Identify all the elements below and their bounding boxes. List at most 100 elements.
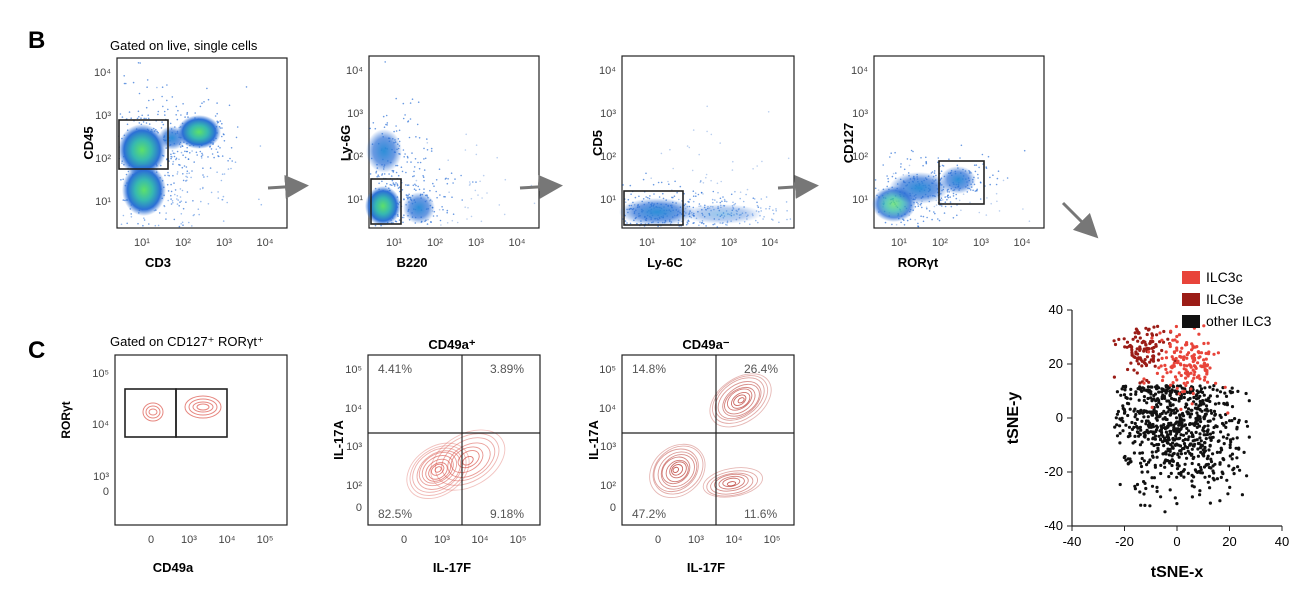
data-point (1206, 429, 1210, 434)
data-point (1204, 351, 1208, 355)
data-point (1165, 417, 1169, 422)
data-point (1179, 449, 1183, 453)
data-point (1194, 366, 1198, 370)
data-point (1188, 363, 1192, 367)
data-point (1178, 384, 1182, 388)
data-point (1169, 421, 1173, 425)
data-point (1215, 388, 1219, 392)
data-point (1144, 422, 1148, 426)
data-point (1155, 425, 1159, 429)
data-point (1140, 389, 1144, 393)
quadrant-br: 11.6% (744, 507, 777, 521)
data-point (1156, 358, 1160, 362)
data-point (1160, 378, 1165, 383)
data-point (1140, 440, 1144, 444)
data-point (1171, 408, 1176, 412)
data-point (1185, 381, 1189, 385)
x-tick-label: 10³ (434, 534, 450, 546)
data-point (1163, 510, 1167, 514)
data-point (1129, 397, 1133, 401)
data-point (1235, 456, 1239, 460)
data-point (1164, 350, 1168, 354)
data-point (1244, 391, 1248, 396)
data-point (1185, 353, 1189, 357)
data-point (1149, 392, 1153, 396)
data-point (1211, 435, 1215, 439)
data-point (1136, 331, 1140, 335)
data-point (1118, 424, 1122, 428)
data-point (1168, 432, 1173, 436)
data-point (1143, 481, 1147, 485)
data-point (1151, 357, 1155, 361)
y-tick-label: 10¹ (95, 196, 111, 208)
data-point (1130, 348, 1134, 352)
data-point (1203, 441, 1207, 445)
data-point (1171, 357, 1175, 361)
data-point (1139, 408, 1143, 412)
data-point (1155, 418, 1159, 422)
panel-c-letter: C (28, 337, 45, 364)
data-point (1196, 350, 1200, 354)
data-point (1212, 478, 1216, 482)
data-point (1182, 418, 1186, 422)
data-point (1168, 449, 1172, 453)
x-tick-label: 10⁴ (509, 237, 526, 249)
data-point (1202, 393, 1206, 397)
data-point (1133, 434, 1137, 438)
panel-b-gate-note: Gated on live, single cells (110, 38, 258, 53)
x-tick-label: 10¹ (891, 237, 907, 249)
y-tick-label: 10³ (600, 441, 616, 453)
data-point (1209, 438, 1213, 442)
plot-b4-xlabel: RORγt (898, 255, 939, 270)
data-point (1126, 413, 1130, 418)
data-point (1130, 427, 1134, 431)
data-point (1166, 435, 1170, 439)
data-point (1244, 420, 1248, 424)
data-point (1115, 412, 1119, 416)
data-point (1172, 350, 1176, 354)
data-point (1148, 424, 1152, 428)
data-point (1187, 435, 1191, 439)
data-point (1162, 409, 1166, 413)
data-point (1178, 417, 1182, 421)
data-point (1161, 440, 1165, 444)
data-point (1173, 496, 1177, 500)
data-point (1135, 430, 1140, 434)
data-point (1138, 451, 1142, 455)
data-point (1208, 501, 1212, 505)
data-point (1135, 482, 1140, 487)
data-point (1183, 387, 1187, 391)
data-point (1155, 371, 1159, 375)
data-point (1196, 418, 1200, 422)
data-point (1128, 407, 1132, 411)
data-point (1182, 367, 1186, 371)
data-point (1190, 379, 1194, 383)
y-tick-label: 10⁵ (345, 364, 362, 376)
data-point (1143, 358, 1147, 362)
x-tick-label: 10¹ (134, 237, 150, 249)
data-point (1169, 383, 1173, 387)
data-point (1171, 452, 1175, 456)
data-point (1199, 439, 1203, 443)
data-point (1147, 460, 1151, 464)
data-point (1150, 336, 1154, 340)
data-point (1192, 373, 1196, 377)
data-point (1186, 449, 1190, 453)
data-point (1175, 467, 1180, 471)
data-point (1205, 372, 1209, 376)
data-point (1175, 502, 1179, 506)
series-other-ilc3 (1113, 384, 1251, 514)
data-point (1196, 447, 1200, 451)
data-point (1115, 390, 1119, 394)
data-point (1188, 415, 1192, 419)
data-point (1198, 399, 1202, 404)
data-point (1197, 356, 1201, 360)
arrow-1 (267, 174, 309, 199)
data-point (1125, 401, 1130, 405)
data-point (1211, 431, 1215, 435)
quadrant-bl: 82.5% (378, 507, 412, 521)
data-point (1149, 385, 1153, 389)
data-point (1162, 329, 1166, 334)
data-point (1129, 387, 1133, 391)
data-point (1182, 446, 1186, 451)
